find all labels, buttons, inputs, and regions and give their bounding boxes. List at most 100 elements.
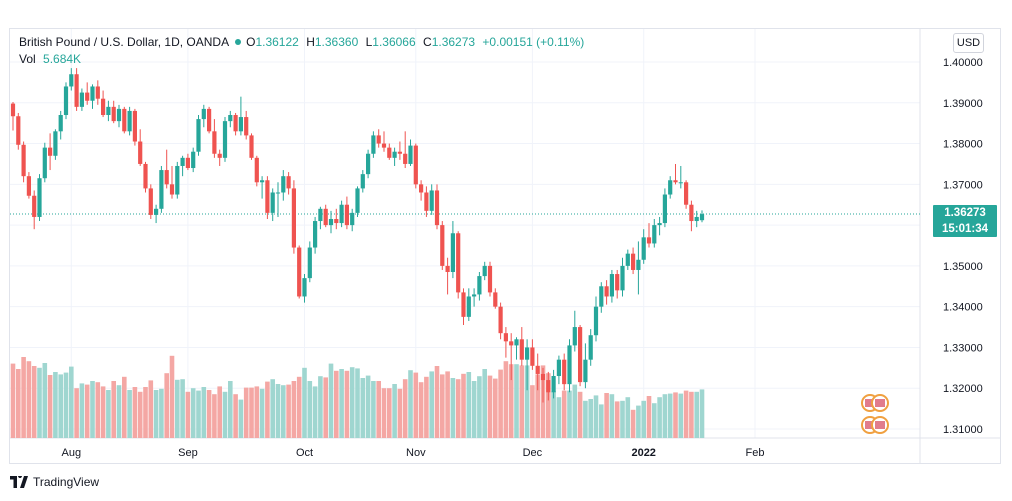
- chart-legend-ohlc: British Pound / U.S. Dollar, 1D, OANDA O…: [19, 35, 584, 49]
- volume-bar: [74, 388, 79, 438]
- volume-bar: [371, 381, 376, 438]
- candle-body: [26, 176, 31, 196]
- candle-body: [191, 151, 196, 169]
- tradingview-attribution[interactable]: TradingView: [10, 475, 99, 489]
- candle-body: [445, 265, 450, 273]
- volume-bar: [694, 391, 699, 438]
- volume-bar: [455, 379, 461, 438]
- volume-bar: [445, 371, 450, 438]
- volume-bar: [21, 357, 26, 438]
- candle-body: [562, 359, 567, 385]
- volume-bar: [546, 373, 551, 438]
- candle-body: [381, 143, 387, 148]
- volume-bar: [95, 382, 101, 438]
- candle-body: [583, 359, 588, 383]
- volume-bar: [376, 381, 381, 438]
- candle-body: [318, 208, 323, 222]
- candle-body: [387, 147, 392, 158]
- volume-bar: [281, 385, 286, 438]
- volume-bar: [302, 367, 307, 438]
- candle-body: [641, 237, 646, 260]
- candle-body: [101, 98, 106, 116]
- candle-body: [222, 121, 228, 158]
- volume-bar: [58, 374, 63, 438]
- candle-body: [609, 274, 614, 297]
- candle-body: [556, 359, 561, 376]
- volume-bar: [614, 401, 620, 438]
- volume-bar: [556, 397, 562, 438]
- candle-body: [169, 184, 175, 195]
- volume-bar: [503, 361, 509, 438]
- volume-bar: [620, 400, 625, 438]
- candle-body: [164, 170, 169, 185]
- volume-bar: [519, 365, 525, 438]
- candle-body: [355, 188, 360, 213]
- candle-body: [74, 74, 79, 107]
- candle-body: [567, 345, 572, 385]
- volume-bar: [599, 404, 604, 438]
- open-value: 1.36122: [255, 35, 299, 49]
- volume-bar: [37, 367, 42, 438]
- candle-body: [37, 178, 42, 217]
- volume-bar: [418, 382, 424, 438]
- volume-bar: [641, 400, 646, 438]
- candle-body: [540, 373, 546, 381]
- volume-bar: [238, 399, 244, 438]
- candle-body: [143, 163, 148, 189]
- volume-bar: [551, 391, 556, 438]
- candle-body: [413, 145, 418, 185]
- candle-body: [244, 117, 249, 136]
- volume-bar: [296, 376, 302, 438]
- volume-bar: [249, 387, 254, 438]
- candle-body: [297, 247, 302, 297]
- candle-body: [514, 339, 519, 346]
- volume-bar: [26, 361, 32, 438]
- volume-bar: [577, 391, 583, 438]
- candle-body: [260, 180, 265, 183]
- x-tick-label: Dec: [523, 447, 543, 459]
- volume-bar: [493, 378, 498, 438]
- candle-body: [228, 115, 233, 122]
- volume-bar: [53, 372, 58, 438]
- volume-value: 5.684K: [43, 52, 82, 66]
- volume-bar: [16, 369, 21, 438]
- volume-bar: [212, 394, 217, 438]
- volume-bar: [689, 391, 694, 438]
- candle-body: [270, 192, 275, 213]
- volume-bar: [31, 366, 37, 438]
- volume-bar: [683, 390, 689, 438]
- candle-body: [334, 218, 339, 224]
- volume-bar: [328, 363, 334, 438]
- candle-body: [482, 265, 487, 277]
- volume-bar: [10, 363, 16, 438]
- volume-bar: [630, 409, 636, 438]
- candle-body: [599, 286, 604, 307]
- volume-bar: [450, 378, 456, 438]
- volume-bar: [116, 385, 122, 438]
- candle-body: [275, 192, 281, 194]
- volume-bar: [514, 364, 519, 438]
- candle-body: [429, 190, 434, 211]
- volume-bar: [699, 389, 705, 438]
- currency-button[interactable]: USD: [953, 33, 984, 53]
- volume-bar: [524, 365, 530, 438]
- volume-bar: [392, 384, 397, 438]
- candle-body: [207, 108, 212, 132]
- candle-body: [572, 327, 577, 346]
- candle-body: [360, 174, 365, 189]
- volume-bar: [471, 381, 477, 438]
- volume-bar: [307, 381, 313, 438]
- candle-body: [434, 190, 440, 226]
- y-tick-label: 1.39000: [943, 98, 983, 110]
- volume-bar: [487, 375, 493, 438]
- change-value: +0.00151 (+0.11%): [482, 35, 585, 49]
- volume-bar: [339, 369, 344, 438]
- volume-bar: [47, 375, 53, 438]
- candle-body: [350, 212, 355, 226]
- candle-body: [578, 327, 583, 383]
- candle-body: [509, 341, 514, 346]
- volume-bar: [323, 377, 328, 438]
- volume-bar: [662, 394, 668, 438]
- brand-text: TradingView: [33, 475, 100, 489]
